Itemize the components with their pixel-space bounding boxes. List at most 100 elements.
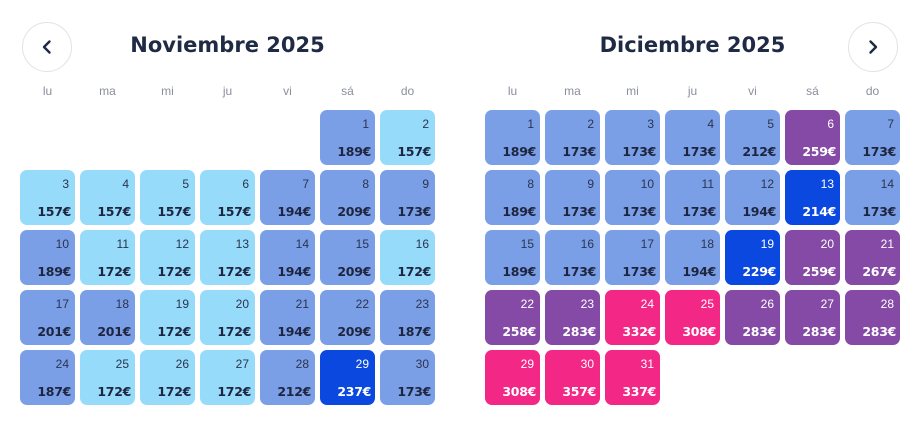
weekday-label: lu	[507, 84, 518, 98]
day-price: 283€	[862, 324, 896, 339]
day-cell[interactable]: 2 157€	[380, 110, 435, 165]
day-cell[interactable]: 6 157€	[200, 170, 255, 225]
day-cell[interactable]: 7 173€	[845, 110, 900, 165]
day-cell[interactable]: 10 189€	[20, 230, 75, 285]
month-title: Noviembre 2025	[130, 33, 325, 57]
day-number: 24	[55, 357, 69, 371]
day-cell[interactable]: 3 157€	[20, 170, 75, 225]
day-cell[interactable]: 20 172€	[200, 290, 255, 345]
day-cell[interactable]: 14 194€	[260, 230, 315, 285]
day-price: 173€	[397, 384, 431, 399]
day-cell[interactable]: 22 209€	[320, 290, 375, 345]
day-cell[interactable]: 4 173€	[665, 110, 720, 165]
weekday-label: ju	[687, 84, 698, 98]
day-number: 5	[182, 177, 189, 191]
day-cell[interactable]: 15 189€	[485, 230, 540, 285]
day-cell[interactable]: 29 237€	[320, 350, 375, 405]
day-cell[interactable]: 13 172€	[200, 230, 255, 285]
day-cell[interactable]: 18 201€	[80, 290, 135, 345]
day-number: 22	[520, 297, 534, 311]
day-cell[interactable]: 13 214€	[785, 170, 840, 225]
day-cell[interactable]: 8 189€	[485, 170, 540, 225]
day-number: 20	[235, 297, 249, 311]
day-cell[interactable]: 3 173€	[605, 110, 660, 165]
day-number: 17	[55, 297, 69, 311]
weekday-label: sá	[806, 84, 819, 98]
day-number: 28	[295, 357, 309, 371]
day-cell[interactable]: 21 267€	[845, 230, 900, 285]
day-cell[interactable]: 6 259€	[785, 110, 840, 165]
day-cell[interactable]: 21 194€	[260, 290, 315, 345]
day-cell[interactable]: 1 189€	[320, 110, 375, 165]
day-cell[interactable]: 19 172€	[140, 290, 195, 345]
day-number: 2	[587, 117, 594, 131]
day-cell[interactable]: 28 283€	[845, 290, 900, 345]
day-cell[interactable]: 14 173€	[845, 170, 900, 225]
day-cell[interactable]: 23 187€	[380, 290, 435, 345]
day-price: 172€	[397, 264, 431, 279]
day-price: 173€	[622, 144, 656, 159]
day-cell[interactable]: 17 173€	[605, 230, 660, 285]
day-cell[interactable]: 4 157€	[80, 170, 135, 225]
chevron-left-icon	[42, 40, 51, 54]
day-cell[interactable]: 8 209€	[320, 170, 375, 225]
day-cell[interactable]: 2 173€	[545, 110, 600, 165]
day-cell[interactable]: 22 258€	[485, 290, 540, 345]
day-cell[interactable]: 19 229€	[725, 230, 780, 285]
day-price: 172€	[157, 264, 191, 279]
day-number: 27	[235, 357, 249, 371]
day-cell[interactable]: 17 201€	[20, 290, 75, 345]
day-cell[interactable]: 15 209€	[320, 230, 375, 285]
previous-month-button[interactable]	[22, 22, 72, 72]
day-cell[interactable]: 1 189€	[485, 110, 540, 165]
day-cell[interactable]: 28 212€	[260, 350, 315, 405]
day-price: 189€	[37, 264, 71, 279]
day-number: 2	[422, 117, 429, 131]
day-cell[interactable]: 11 172€	[80, 230, 135, 285]
day-number: 4	[707, 117, 714, 131]
day-cell[interactable]: 31 337€	[605, 350, 660, 405]
day-number: 6	[827, 117, 834, 131]
day-price: 259€	[802, 264, 836, 279]
day-cell[interactable]: 5 157€	[140, 170, 195, 225]
day-cell[interactable]: 9 173€	[545, 170, 600, 225]
day-cell[interactable]: 20 259€	[785, 230, 840, 285]
day-cell[interactable]: 9 173€	[380, 170, 435, 225]
day-cell[interactable]: 24 332€	[605, 290, 660, 345]
day-number: 10	[55, 237, 69, 251]
day-cell[interactable]: 27 283€	[785, 290, 840, 345]
day-cell[interactable]: 12 194€	[725, 170, 780, 225]
day-cell[interactable]: 5 212€	[725, 110, 780, 165]
day-price: 173€	[397, 204, 431, 219]
day-price: 237€	[337, 384, 371, 399]
day-number: 13	[235, 237, 249, 251]
day-price: 172€	[217, 264, 251, 279]
day-cell[interactable]: 25 308€	[665, 290, 720, 345]
day-cell[interactable]: 24 187€	[20, 350, 75, 405]
day-cell[interactable]: 29 308€	[485, 350, 540, 405]
day-cell[interactable]: 26 283€	[725, 290, 780, 345]
weekday-label: sá	[341, 84, 354, 98]
day-cell[interactable]: 23 283€	[545, 290, 600, 345]
day-cell[interactable]: 30 173€	[380, 350, 435, 405]
next-month-button[interactable]	[848, 22, 898, 72]
weekday-label: mi	[161, 84, 174, 98]
day-cell[interactable]: 12 172€	[140, 230, 195, 285]
day-cell[interactable]: 16 173€	[545, 230, 600, 285]
day-number: 7	[302, 177, 309, 191]
day-cell[interactable]: 10 173€	[605, 170, 660, 225]
day-cell[interactable]: 26 172€	[140, 350, 195, 405]
day-cell[interactable]: 18 194€	[665, 230, 720, 285]
day-cell[interactable]: 30 357€	[545, 350, 600, 405]
day-number: 7	[887, 117, 894, 131]
day-price: 229€	[742, 264, 776, 279]
day-cell[interactable]: 16 172€	[380, 230, 435, 285]
day-price: 189€	[502, 264, 536, 279]
day-price: 209€	[337, 204, 371, 219]
day-cell[interactable]: 27 172€	[200, 350, 255, 405]
day-cell[interactable]: 11 173€	[665, 170, 720, 225]
day-cell[interactable]: 25 172€	[80, 350, 135, 405]
day-cell[interactable]: 7 194€	[260, 170, 315, 225]
day-price: 332€	[622, 324, 656, 339]
day-number: 1	[362, 117, 369, 131]
